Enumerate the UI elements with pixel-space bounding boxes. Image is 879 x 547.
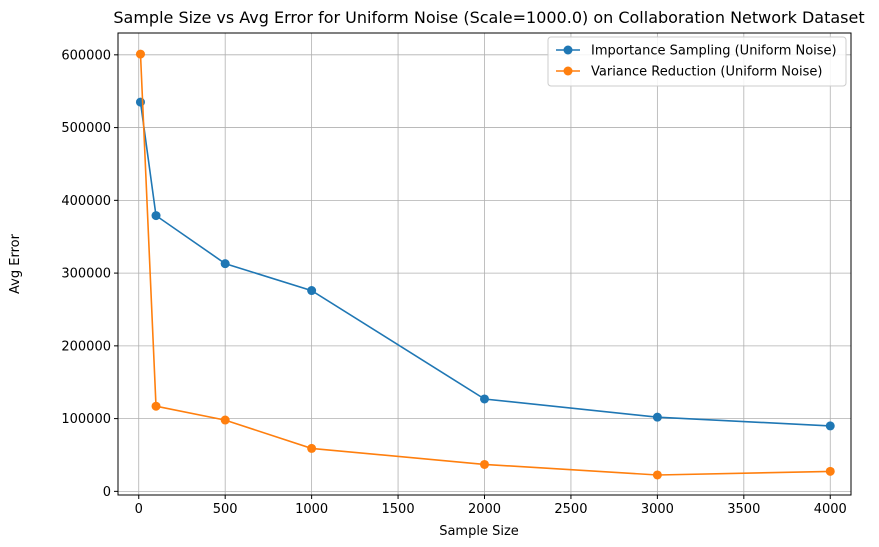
series-line: [139, 54, 831, 476]
y-tick-label: 300000: [61, 267, 111, 282]
x-tick-label: 2000: [468, 502, 501, 517]
data-point: [151, 211, 161, 221]
data-point: [151, 401, 161, 411]
x-tick-label: 1500: [382, 502, 415, 517]
legend-marker: [563, 66, 573, 76]
x-tick-label: 4000: [814, 502, 847, 517]
data-point: [825, 421, 835, 431]
data-point: [652, 470, 662, 480]
legend-box: [547, 36, 847, 87]
x-tick-label: 0: [135, 502, 143, 517]
legend-label: Variance Reduction (Uniform Noise): [591, 65, 822, 80]
axis-ticks: 0 500 1000 1500 2000 2500 3000 3500 4000 0 100000 2…: [61, 48, 846, 517]
y-tick-label: 200000: [61, 339, 111, 354]
legend: Importance Sampling (Uniform Noise) Varia…: [547, 36, 847, 87]
legend-marker: [563, 45, 573, 55]
y-tick-label: 0: [103, 485, 111, 500]
data-point: [135, 49, 145, 59]
data-point: [480, 394, 489, 404]
data-point: [480, 459, 489, 469]
data-point: [220, 259, 230, 269]
x-axis-label: Sample Size: [439, 524, 519, 539]
x-tick-label: 500: [213, 502, 238, 517]
x-tick-label: 3500: [727, 502, 760, 517]
series-layer: [135, 49, 835, 480]
data-point: [307, 443, 317, 453]
data-point: [825, 466, 835, 476]
x-tick-label: 1000: [295, 502, 328, 517]
y-axis-label: Avg Error: [8, 233, 23, 294]
data-point: [220, 415, 230, 425]
series-2: [135, 49, 835, 480]
x-tick-label: 2500: [554, 502, 587, 517]
data-point: [652, 412, 662, 422]
y-tick-label: 500000: [61, 121, 111, 136]
x-tick-label: 3000: [641, 502, 674, 517]
y-tick-label: 600000: [61, 48, 111, 63]
data-point: [135, 97, 145, 107]
chart-title: Sample Size vs Avg Error for Uniform Noi…: [113, 8, 864, 27]
grid: [118, 33, 851, 495]
y-tick-label: 400000: [61, 194, 111, 209]
data-point: [307, 286, 317, 296]
legend-label: Importance Sampling (Uniform Noise): [591, 44, 837, 59]
y-tick-label: 100000: [61, 412, 111, 427]
series-1: [135, 97, 835, 431]
series-line: [139, 101, 831, 427]
